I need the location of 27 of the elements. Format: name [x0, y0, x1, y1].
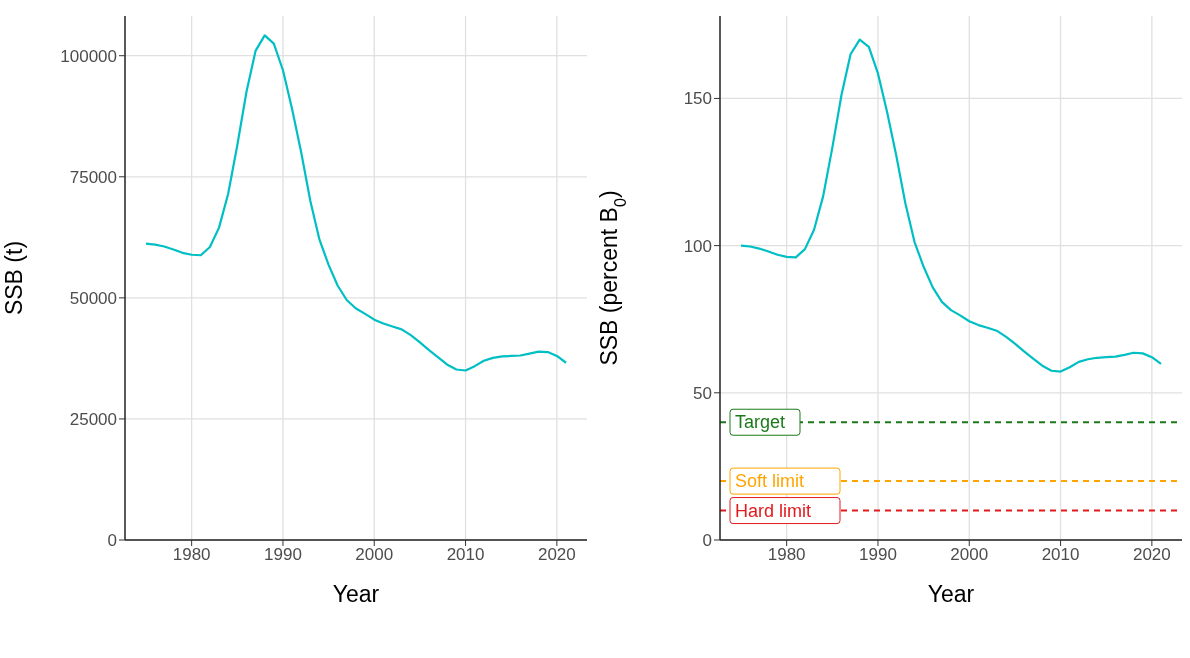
y-tick-label: 150 [683, 89, 712, 109]
y-tick-label: 0 [702, 531, 712, 551]
line-series [144, 34, 568, 372]
x-axis-title: Year [332, 581, 380, 607]
x-tick-label: 2020 [537, 545, 576, 565]
ref-line-label: Soft limit [735, 471, 805, 492]
x-tick-label: 2010 [446, 545, 485, 565]
y-tick-label: 100 [683, 236, 712, 256]
y-tick-label: 75000 [69, 167, 117, 187]
x-tick-label: 1980 [767, 545, 806, 565]
x-tick-label: 2020 [1132, 545, 1171, 565]
y-tick-label: 0 [107, 531, 117, 551]
y-tick-label: 25000 [69, 409, 117, 429]
x-tick-label: 1990 [264, 545, 302, 565]
x-tick-label: 1990 [859, 545, 897, 565]
x-axis-title: Year [927, 581, 975, 607]
y-axis-title: SSB (t) [1, 240, 27, 316]
x-tick-label: 2010 [1041, 545, 1080, 565]
x-tick-label: 2000 [355, 545, 394, 565]
ref-line-label: Hard limit [735, 500, 812, 521]
x-tick-label: 2000 [950, 545, 989, 565]
y-tick-label: 50000 [69, 288, 117, 308]
y-tick-label: 100000 [60, 46, 117, 66]
ref-line-label: Target [735, 412, 786, 433]
x-tick-label: 1980 [172, 545, 211, 565]
line-series [739, 38, 1163, 373]
y-tick-label: 50 [693, 383, 712, 403]
